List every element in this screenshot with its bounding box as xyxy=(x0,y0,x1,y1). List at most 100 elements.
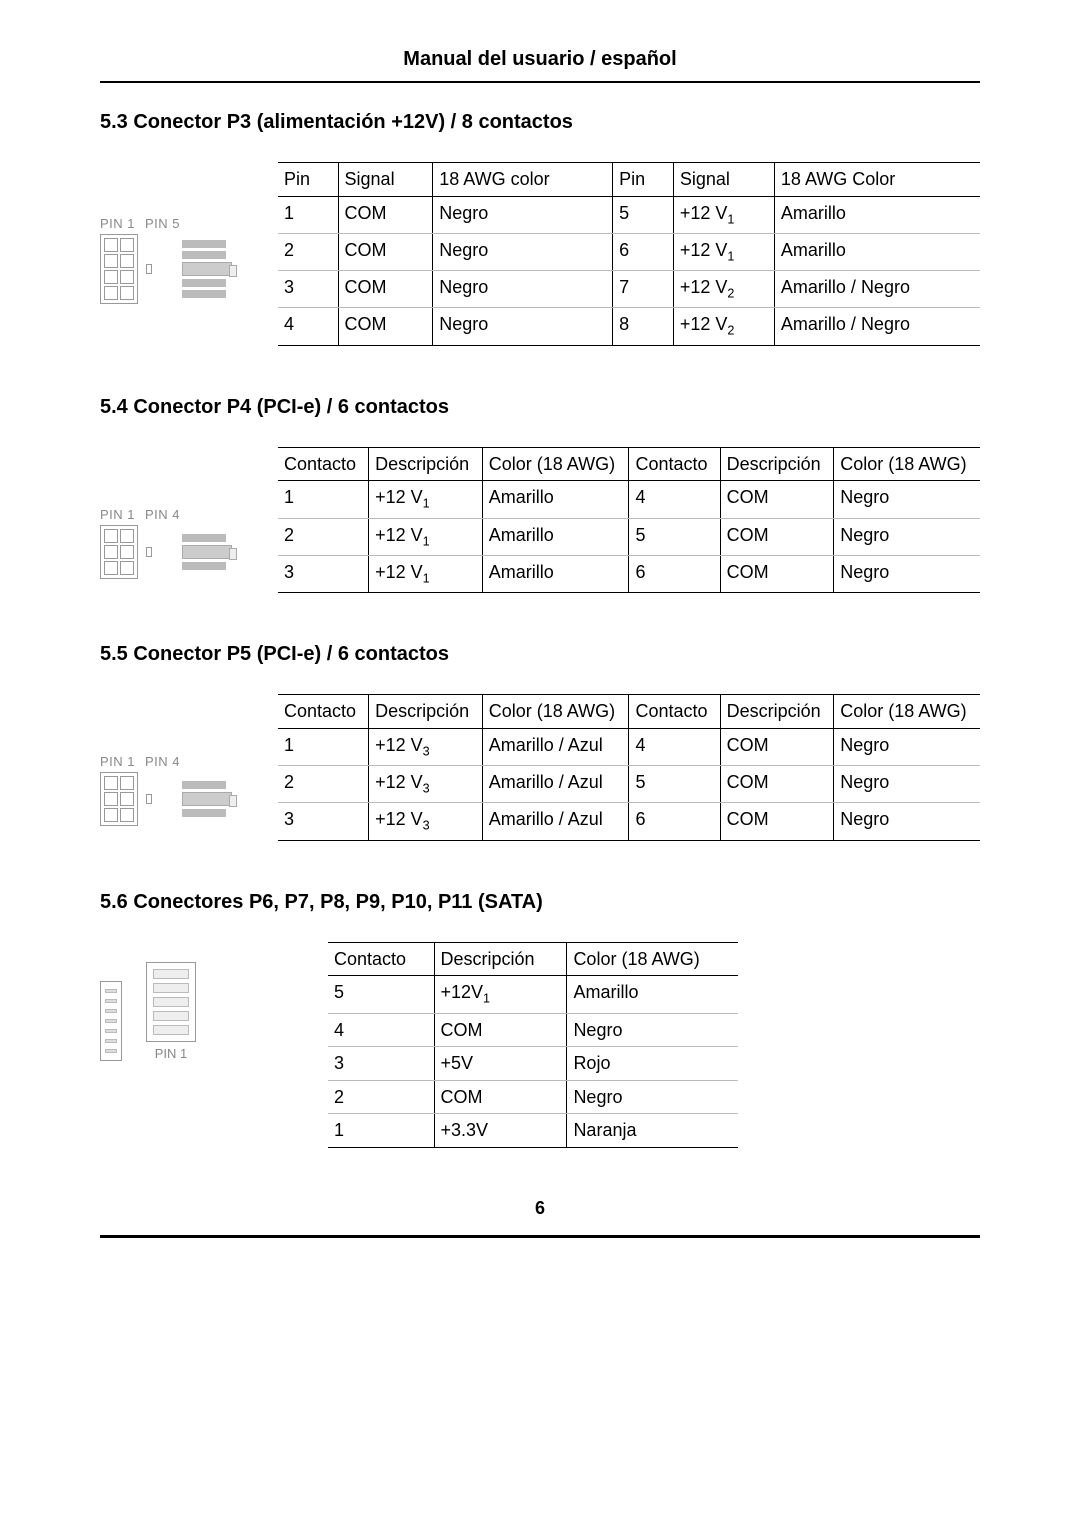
table-cell: 8 xyxy=(613,308,674,345)
section-5-6: 5.6 Conectores P6, P7, P8, P9, P10, P11 … xyxy=(100,891,980,1148)
table-cell: Negro xyxy=(834,481,980,518)
table-cell: Negro xyxy=(567,1080,738,1114)
table-cell: Negro xyxy=(433,196,613,233)
table-p5: Contacto Descripción Color (18 AWG) Cont… xyxy=(278,694,980,840)
col: Descripción xyxy=(720,695,834,729)
table-cell: COM xyxy=(338,233,433,270)
footer-rule xyxy=(100,1235,980,1238)
connector-p3-diagram: PIN 1 PIN 5 xyxy=(100,216,250,304)
table-cell: 5 xyxy=(629,766,720,803)
table-cell: 3 xyxy=(278,803,369,840)
pin4-label: PIN 4 xyxy=(145,507,180,522)
table-cell: COM xyxy=(434,1080,567,1114)
table-row: 3COMNegro7+12 V2Amarillo / Negro xyxy=(278,271,980,308)
table-cell: COM xyxy=(434,1013,567,1047)
table-row: 3+12 V3Amarillo / Azul6COMNegro xyxy=(278,803,980,840)
table-cell: 2 xyxy=(328,1080,434,1114)
col: Pin xyxy=(278,163,338,197)
col: Pin xyxy=(613,163,674,197)
table-row: 1+12 V1Amarillo4COMNegro xyxy=(278,481,980,518)
col: Descripción xyxy=(720,447,834,481)
table-row: 4COMNegro8+12 V2Amarillo / Negro xyxy=(278,308,980,345)
page-header-title: Manual del usuario / español xyxy=(100,48,980,83)
table-cell: +5V xyxy=(434,1047,567,1081)
table-cell: COM xyxy=(338,196,433,233)
table-cell: 6 xyxy=(613,233,674,270)
col: Color (18 AWG) xyxy=(567,942,738,976)
table-cell: +12 V2 xyxy=(673,308,774,345)
table-p3: Pin Signal 18 AWG color Pin Signal 18 AW… xyxy=(278,162,980,346)
col: 18 AWG Color xyxy=(774,163,980,197)
table-cell: 5 xyxy=(328,976,434,1013)
table-cell: 6 xyxy=(629,555,720,592)
col: Color (18 AWG) xyxy=(482,695,629,729)
table-cell: Amarillo xyxy=(482,481,629,518)
table-row: 1+12 V3Amarillo / Azul4COMNegro xyxy=(278,728,980,765)
table-cell: +12 V1 xyxy=(369,518,483,555)
table-cell: 4 xyxy=(629,728,720,765)
col: Color (18 AWG) xyxy=(834,447,980,481)
table-row: 4COMNegro xyxy=(328,1013,738,1047)
table-cell: COM xyxy=(720,803,834,840)
connector-p4-diagram: PIN 1 PIN 4 xyxy=(100,507,250,579)
col: Contacto xyxy=(629,447,720,481)
table-row: 2+12 V3Amarillo / Azul5COMNegro xyxy=(278,766,980,803)
table-cell: Naranja xyxy=(567,1114,738,1148)
table-cell: Amarillo / Azul xyxy=(482,803,629,840)
table-cell: Amarillo / Azul xyxy=(482,766,629,803)
table-row: 3+12 V1Amarillo6COMNegro xyxy=(278,555,980,592)
table-cell: COM xyxy=(720,481,834,518)
table-cell: COM xyxy=(338,271,433,308)
table-cell: 2 xyxy=(278,766,369,803)
table-cell: Negro xyxy=(834,728,980,765)
table-cell: +12 V1 xyxy=(369,481,483,518)
table-cell: Amarillo / Azul xyxy=(482,728,629,765)
table-cell: Negro xyxy=(834,803,980,840)
pin4-label: PIN 4 xyxy=(145,754,180,769)
col: Signal xyxy=(338,163,433,197)
table-cell: COM xyxy=(720,766,834,803)
section-5-3-title: 5.3 Conector P3 (alimentación +12V) / 8 … xyxy=(100,111,980,134)
table-cell: 5 xyxy=(629,518,720,555)
col: Signal xyxy=(673,163,774,197)
table-cell: Amarillo xyxy=(482,518,629,555)
table-cell: +3.3V xyxy=(434,1114,567,1148)
table-row: 5+12V1Amarillo xyxy=(328,976,738,1013)
table-cell: Amarillo xyxy=(482,555,629,592)
col: Descripción xyxy=(434,942,567,976)
table-cell: Negro xyxy=(433,308,613,345)
table-cell: Amarillo / Negro xyxy=(774,308,980,345)
table-cell: 6 xyxy=(629,803,720,840)
table-cell: Negro xyxy=(834,555,980,592)
col: Descripción xyxy=(369,695,483,729)
table-cell: +12 V3 xyxy=(369,728,483,765)
table-cell: 4 xyxy=(629,481,720,518)
section-5-4-title: 5.4 Conector P4 (PCI-e) / 6 contactos xyxy=(100,396,980,419)
table-cell: 1 xyxy=(278,728,369,765)
table-row: 2COMNegro6+12 V1Amarillo xyxy=(278,233,980,270)
table-cell: 3 xyxy=(278,271,338,308)
col: Contacto xyxy=(278,695,369,729)
table-row: 1+3.3VNaranja xyxy=(328,1114,738,1148)
page-number: 6 xyxy=(100,1198,980,1219)
col: 18 AWG color xyxy=(433,163,613,197)
table-cell: 2 xyxy=(278,233,338,270)
table-cell: Negro xyxy=(834,766,980,803)
table-cell: +12 V1 xyxy=(673,233,774,270)
col: Contacto xyxy=(278,447,369,481)
table-cell: 3 xyxy=(328,1047,434,1081)
section-5-4: 5.4 Conector P4 (PCI-e) / 6 contactos PI… xyxy=(100,396,980,593)
col: Contacto xyxy=(328,942,434,976)
table-cell: Negro xyxy=(433,233,613,270)
table-cell: +12V1 xyxy=(434,976,567,1013)
table-cell: 3 xyxy=(278,555,369,592)
table-cell: +12 V1 xyxy=(369,555,483,592)
table-cell: 4 xyxy=(328,1013,434,1047)
col: Descripción xyxy=(369,447,483,481)
section-5-5: 5.5 Conector P5 (PCI-e) / 6 contactos PI… xyxy=(100,643,980,840)
table-cell: 1 xyxy=(328,1114,434,1148)
pin1-label: PIN 1 xyxy=(100,507,135,522)
table-cell: +12 V3 xyxy=(369,766,483,803)
table-cell: Negro xyxy=(567,1013,738,1047)
col: Color (18 AWG) xyxy=(482,447,629,481)
